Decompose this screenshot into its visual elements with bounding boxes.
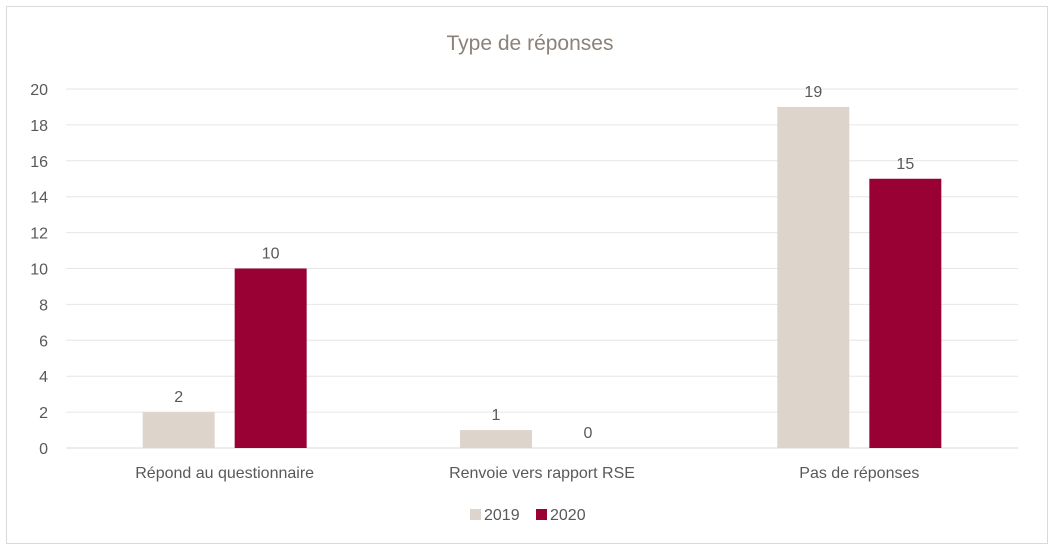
data-label: 2 bbox=[174, 389, 183, 406]
bar-2019-1 bbox=[142, 412, 215, 448]
chart-title: Type de réponses bbox=[447, 32, 614, 55]
data-label: 19 bbox=[804, 84, 822, 101]
bar-2020-3 bbox=[869, 178, 942, 448]
bar-2019-2 bbox=[460, 430, 532, 448]
data-label: 1 bbox=[492, 407, 501, 424]
legend: 2019 2020 bbox=[470, 507, 586, 524]
y-tick-label: 20 bbox=[30, 82, 48, 99]
data-label: 15 bbox=[896, 156, 914, 173]
x-axis-categories: Répond au questionnaire Renvoie vers rapp… bbox=[135, 465, 919, 482]
y-tick-label: 16 bbox=[30, 154, 48, 171]
y-tick-label: 10 bbox=[30, 262, 48, 279]
y-tick-label: 8 bbox=[39, 297, 48, 314]
legend-label: 2019 bbox=[484, 507, 520, 524]
y-tick-label: 18 bbox=[30, 118, 48, 135]
legend-swatch-2019 bbox=[470, 509, 481, 520]
bar-2019-3 bbox=[777, 106, 850, 448]
y-tick-label: 14 bbox=[30, 190, 48, 207]
category-label: Pas de réponses bbox=[799, 465, 919, 482]
bars bbox=[142, 106, 942, 448]
data-label: 0 bbox=[584, 425, 593, 442]
y-tick-label: 2 bbox=[39, 405, 48, 422]
y-tick-label: 0 bbox=[39, 441, 48, 458]
legend-label: 2020 bbox=[550, 507, 586, 524]
y-axis-ticks: 0 2 4 6 8 10 12 14 16 18 20 bbox=[30, 82, 48, 458]
y-tick-label: 6 bbox=[39, 333, 48, 350]
data-label: 10 bbox=[262, 246, 280, 263]
grid-lines bbox=[66, 88, 1018, 449]
bar-2020-1 bbox=[234, 268, 307, 448]
y-tick-label: 4 bbox=[39, 369, 48, 386]
y-tick-label: 12 bbox=[30, 226, 48, 243]
category-label: Renvoie vers rapport RSE bbox=[449, 465, 635, 482]
category-label: Répond au questionnaire bbox=[135, 465, 314, 482]
legend-swatch-2020 bbox=[536, 509, 547, 520]
